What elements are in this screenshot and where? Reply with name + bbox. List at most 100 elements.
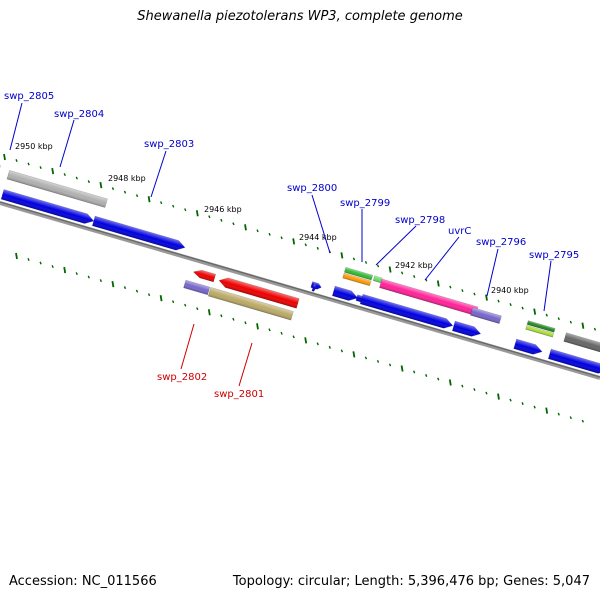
tick-mark bbox=[304, 243, 307, 247]
tick-mark bbox=[244, 321, 247, 325]
tick-mark bbox=[545, 407, 549, 414]
tick-mark bbox=[256, 323, 259, 330]
tick-mark bbox=[533, 405, 536, 409]
tick-mark bbox=[521, 402, 524, 406]
tick-mark bbox=[557, 412, 560, 416]
tick-mark bbox=[51, 265, 54, 269]
feature-purple-uvrc[interactable] bbox=[470, 307, 502, 324]
feature-blue-a[interactable] bbox=[0, 189, 95, 226]
tick-mark bbox=[51, 167, 55, 175]
forward-gene-label-texts[interactable]: swp_2805 swp_2804 swp_2803 swp_2800 swp_… bbox=[4, 91, 579, 261]
tick-mark bbox=[123, 190, 127, 194]
feature-green-thin[interactable] bbox=[372, 275, 383, 284]
feature-blue-e[interactable] bbox=[513, 338, 544, 356]
tick-mark bbox=[533, 308, 537, 315]
tick-mark bbox=[581, 322, 585, 329]
feature-blue-d[interactable] bbox=[451, 320, 482, 338]
tick-mark bbox=[569, 416, 572, 420]
forward-gene-labels bbox=[9, 102, 552, 312]
gene-label-swp-2798[interactable]: swp_2798 bbox=[395, 215, 445, 226]
tick-mark bbox=[304, 337, 308, 344]
tick-mark bbox=[147, 293, 151, 297]
tick-mark bbox=[436, 280, 440, 287]
gene-label-swp-2796[interactable]: swp_2796 bbox=[476, 237, 526, 248]
tick-mark bbox=[461, 384, 464, 388]
gene-label-swp-2799[interactable]: swp_2799 bbox=[340, 198, 390, 209]
tick-mark bbox=[292, 238, 296, 245]
tick-mark bbox=[448, 379, 452, 386]
feature-dark-grey[interactable] bbox=[563, 332, 600, 359]
feature-orange-b[interactable] bbox=[342, 272, 372, 287]
gene-features bbox=[0, 162, 600, 375]
feature-blue-f[interactable] bbox=[547, 348, 600, 375]
tick-mark bbox=[461, 289, 464, 293]
feature-blue-c[interactable] bbox=[359, 293, 454, 330]
scale-ticks bbox=[3, 153, 597, 423]
reverse-gene-labels bbox=[180, 323, 253, 387]
gene-label-swp-2805[interactable]: swp_2805 bbox=[4, 91, 54, 102]
reverse-gene-label-texts[interactable]: swp_2802 swp_2801 bbox=[157, 372, 264, 400]
genome-summary-text: Topology: circular; Length: 5,396,476 bp… bbox=[232, 574, 590, 589]
tick-mark bbox=[388, 266, 392, 273]
tick-mark bbox=[99, 181, 103, 189]
tick-mark bbox=[3, 153, 6, 161]
feature-grey-swp-2804[interactable] bbox=[6, 169, 108, 208]
feature-blue-swp-2803[interactable] bbox=[91, 215, 186, 252]
feature-blue-b[interactable] bbox=[331, 285, 359, 303]
tick-mark bbox=[99, 279, 102, 283]
gene-label-swp-2800[interactable]: swp_2800 bbox=[287, 183, 337, 194]
tick-mark bbox=[27, 258, 30, 261]
feature-red-large[interactable] bbox=[218, 276, 300, 309]
tick-mark bbox=[316, 246, 319, 250]
tick-mark bbox=[172, 300, 175, 304]
feature-yellowgreen[interactable] bbox=[525, 325, 555, 338]
tick-mark bbox=[39, 166, 42, 170]
gene-label-swp-2795[interactable]: swp_2795 bbox=[529, 250, 579, 261]
gene-label-uvrc[interactable]: uvrC bbox=[448, 226, 471, 237]
tick-mark bbox=[111, 187, 115, 191]
tick-mark bbox=[497, 299, 500, 303]
feature-purple-b[interactable] bbox=[183, 279, 211, 296]
feature-green-swp-2795[interactable] bbox=[526, 320, 556, 333]
tick-mark bbox=[509, 303, 512, 307]
tick-mark bbox=[388, 363, 392, 367]
kbp-label-2944: 2944 kbp bbox=[299, 233, 337, 242]
accession-text: Accession: NC_011566 bbox=[9, 574, 157, 589]
tick-mark bbox=[184, 208, 187, 212]
tick-mark bbox=[581, 419, 584, 423]
tick-mark bbox=[159, 295, 163, 302]
feature-green-swp-2799[interactable] bbox=[344, 267, 374, 281]
tick-mark bbox=[87, 180, 90, 184]
tick-mark bbox=[27, 162, 30, 166]
tick-mark bbox=[147, 196, 151, 203]
tick-mark bbox=[232, 222, 235, 226]
tick-mark bbox=[340, 349, 343, 353]
tick-mark bbox=[376, 359, 380, 363]
gene-label-swp-2801[interactable]: swp_2801 bbox=[214, 389, 264, 400]
tick-mark bbox=[376, 264, 380, 268]
feature-olive-swp-2801[interactable] bbox=[207, 287, 294, 321]
gene-label-swp-2803[interactable]: swp_2803 bbox=[144, 139, 194, 150]
gene-label-swp-2804[interactable]: swp_2804 bbox=[54, 109, 104, 120]
tick-mark bbox=[220, 314, 223, 318]
tick-mark bbox=[63, 266, 67, 274]
gene-label-swp-2802[interactable]: swp_2802 bbox=[157, 372, 207, 383]
feature-red-swp-2802[interactable] bbox=[192, 268, 217, 283]
kbp-label-2940: 2940 kbp bbox=[491, 286, 529, 295]
tick-mark bbox=[15, 252, 18, 260]
tick-mark bbox=[400, 365, 404, 372]
map-title: Shewanella piezotolerans WP3, complete g… bbox=[137, 9, 463, 24]
tick-mark bbox=[111, 280, 115, 288]
tick-mark bbox=[195, 210, 199, 217]
tick-mark bbox=[160, 201, 163, 205]
tick-mark bbox=[413, 275, 416, 278]
tick-mark bbox=[135, 194, 139, 198]
tick-mark bbox=[15, 159, 18, 162]
tick-mark bbox=[364, 260, 368, 264]
tick-mark bbox=[280, 331, 283, 335]
kbp-label-2942: 2942 kbp bbox=[395, 261, 433, 270]
tick-mark bbox=[340, 252, 344, 259]
kbp-label-2948: 2948 kbp bbox=[108, 174, 146, 183]
tick-mark bbox=[39, 261, 42, 265]
feature-blue-marker[interactable] bbox=[311, 283, 317, 292]
